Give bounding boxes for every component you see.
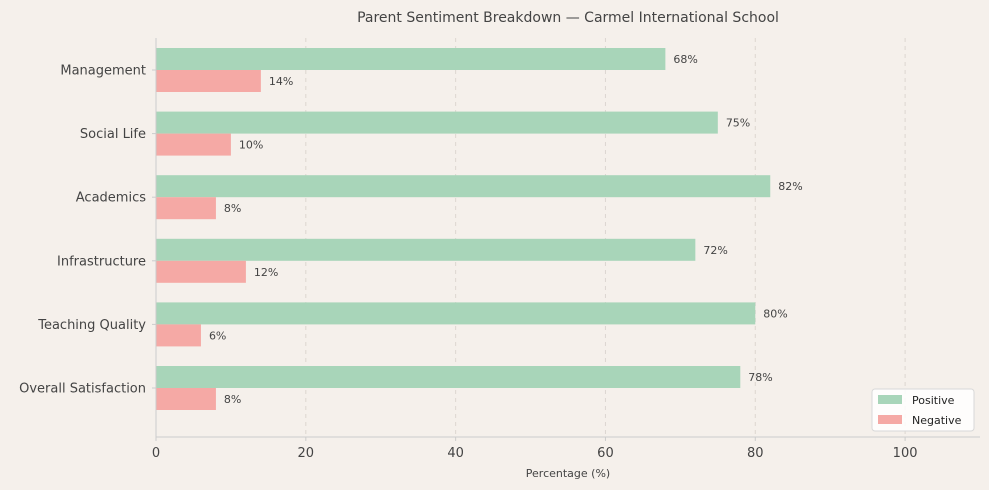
legend: Positive Negative	[871, 388, 975, 432]
data-label: 12%	[254, 266, 278, 279]
x-tick-label: 80	[747, 446, 764, 461]
axes: 0 20 40 60 80 100 Management Social Life Academi…	[19, 38, 980, 461]
legend-label: Positive	[912, 394, 955, 407]
bar-positive	[156, 48, 666, 70]
data-label: 8%	[224, 202, 241, 215]
data-label: 14%	[269, 75, 293, 88]
bar-negative	[156, 133, 231, 156]
x-tick-label: 100	[893, 446, 918, 461]
data-label: 72%	[703, 244, 727, 257]
legend-swatch	[878, 415, 902, 424]
legend-label: Negative	[912, 414, 962, 427]
bar-negative	[156, 388, 216, 410]
bar-positive	[156, 175, 771, 198]
bar-positive	[156, 302, 756, 325]
bar-positive	[156, 111, 718, 134]
bar-negative	[156, 260, 246, 283]
x-tick-label: 0	[152, 446, 160, 461]
y-tick-label: Academics	[76, 191, 146, 206]
data-label: 10%	[239, 139, 263, 152]
data-label: 80%	[763, 307, 787, 320]
grid-lines	[305, 38, 906, 437]
data-label: 75%	[726, 117, 750, 130]
bar-negative	[156, 70, 261, 92]
y-tick-label: Infrastructure	[57, 254, 146, 269]
data-label: 68%	[673, 53, 697, 66]
bar-negative	[156, 197, 216, 220]
chart-title: Parent Sentiment Breakdown — Carmel Inte…	[357, 10, 779, 26]
data-label: 78%	[748, 371, 772, 384]
bar-negative	[156, 324, 201, 347]
y-tick-label: Social Life	[80, 127, 146, 142]
y-tick-label: Overall Satisfaction	[19, 382, 146, 397]
x-tick-label: 60	[597, 446, 614, 461]
bar-positive	[156, 238, 696, 261]
y-tick-label: Teaching Quality	[37, 318, 146, 333]
data-label: 8%	[224, 393, 241, 406]
x-tick-label: 20	[298, 446, 315, 461]
bar-positive	[156, 366, 741, 388]
data-label: 6%	[209, 329, 226, 342]
bars: 68% 14% 75% 10% 82% 8% 72% 12% 80% 6% 78% 8%	[156, 48, 803, 410]
data-label: 82%	[778, 180, 802, 193]
y-tick-label: Management	[60, 64, 146, 79]
legend-swatch	[878, 395, 902, 404]
x-tick-label: 40	[447, 446, 464, 461]
x-axis-label: Percentage (%)	[526, 467, 610, 480]
